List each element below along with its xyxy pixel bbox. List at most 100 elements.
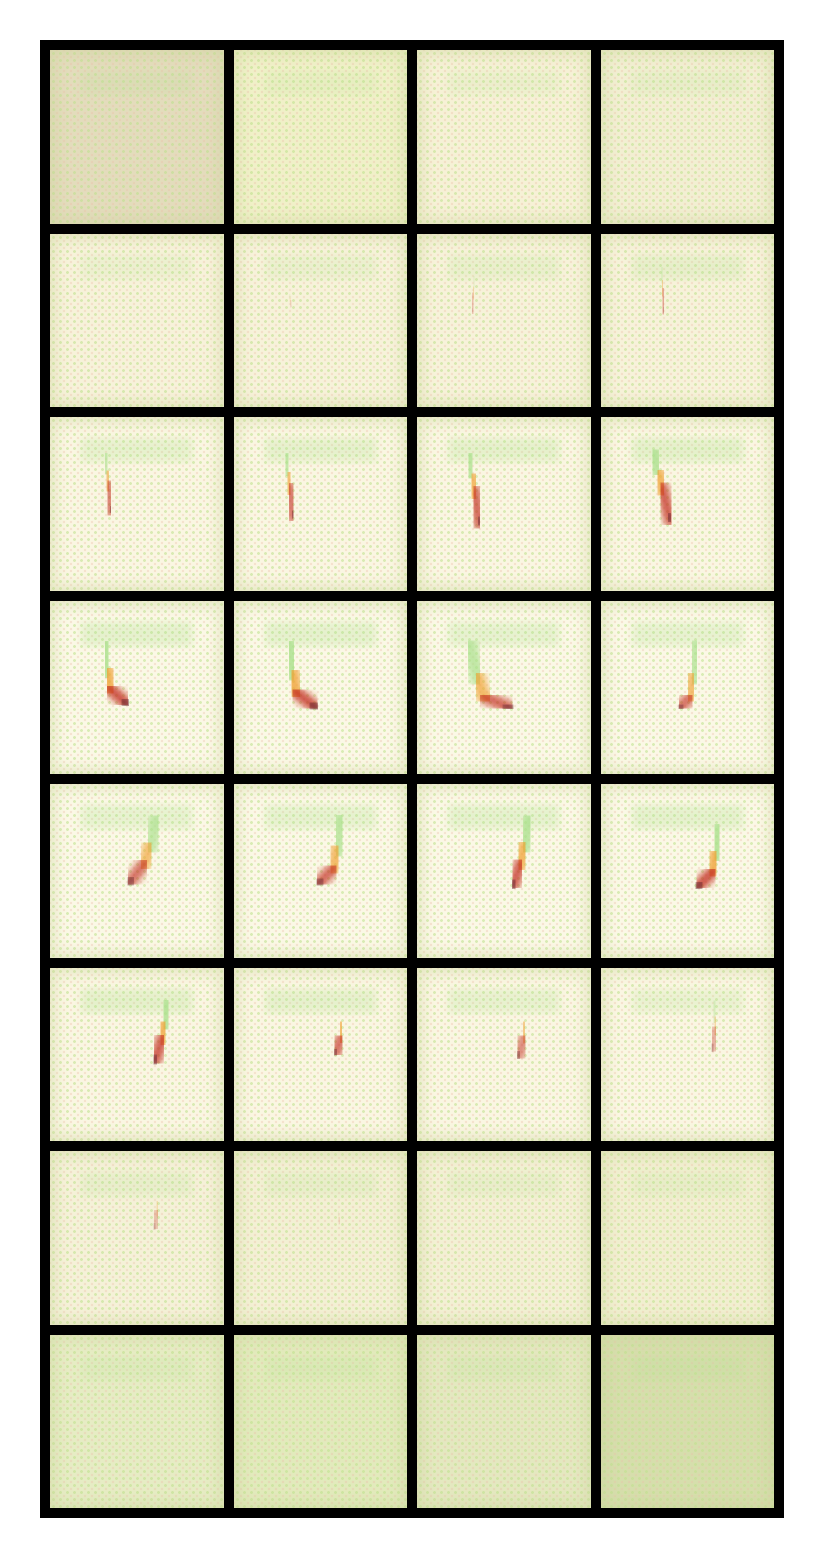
frame-cell — [233, 50, 407, 224]
frame-cell — [600, 50, 774, 224]
frame-cell — [233, 600, 407, 774]
frame-cell — [50, 967, 224, 1141]
frame-drawing — [264, 1171, 376, 1230]
frame-cell — [417, 600, 591, 774]
frame-cell — [233, 1151, 407, 1325]
top-band — [81, 70, 193, 96]
top-band — [631, 70, 743, 96]
frame-cell — [50, 1151, 224, 1325]
frame-drawing — [448, 1171, 560, 1227]
frame-drawing — [448, 621, 560, 713]
stroke-shadow — [149, 1219, 160, 1234]
top-band — [81, 621, 193, 646]
frame-drawing — [81, 1171, 193, 1234]
stroke-shadow — [149, 1050, 162, 1068]
frame-drawing — [81, 70, 193, 96]
frame-drawing — [264, 621, 376, 713]
stroke-shadow — [312, 875, 327, 889]
stroke-shadow — [499, 700, 517, 713]
frame-cell — [233, 417, 407, 591]
top-band — [631, 988, 743, 1013]
frame-drawing — [448, 437, 560, 531]
stroke-shadow — [474, 513, 484, 529]
stroke-shadow — [691, 878, 706, 893]
frame-drawing — [81, 988, 193, 1068]
stroke-shadow — [508, 875, 520, 893]
frame-drawing — [264, 1355, 376, 1380]
frame-cell — [600, 967, 774, 1141]
frame-drawing — [264, 254, 376, 313]
frame-cell — [600, 1151, 774, 1325]
frame-drawing — [448, 254, 560, 318]
frame-grid — [40, 40, 784, 1518]
frame-cell — [50, 1334, 224, 1508]
frame-drawing — [631, 988, 743, 1056]
top-band — [81, 1355, 193, 1380]
frame-drawing — [631, 1171, 743, 1197]
stroke-shadow — [707, 1039, 717, 1056]
frame-cell — [600, 600, 774, 774]
frame-drawing — [448, 988, 560, 1063]
frame-drawing — [81, 804, 193, 889]
top-band — [264, 70, 376, 96]
stroke-shadow — [329, 1044, 341, 1059]
frame-cell — [417, 50, 591, 224]
stroke-shadow — [513, 1047, 525, 1063]
stroke-shadow — [663, 509, 675, 526]
frame-cell — [50, 784, 224, 958]
frame-cell — [417, 1334, 591, 1508]
top-band — [631, 621, 743, 646]
frame-cell — [50, 417, 224, 591]
top-band — [448, 988, 560, 1013]
frame-drawing — [264, 988, 376, 1059]
top-band — [448, 254, 560, 279]
frame-drawing — [448, 804, 560, 893]
top-band — [264, 1355, 376, 1380]
frame-cell — [50, 600, 224, 774]
frame-drawing — [631, 1355, 743, 1380]
frame-drawing — [631, 70, 743, 96]
frame-cell — [417, 417, 591, 591]
frame-cell — [417, 784, 591, 958]
top-band — [81, 1171, 193, 1197]
stroke-shadow — [287, 507, 297, 522]
top-band — [81, 437, 193, 463]
stroke-shadow — [123, 873, 138, 889]
frame-cell — [233, 784, 407, 958]
top-band — [264, 804, 376, 830]
frame-drawing — [448, 70, 560, 96]
frame-cell — [417, 967, 591, 1141]
frame-drawing — [631, 804, 743, 893]
frame-drawing — [81, 1355, 193, 1380]
top-band — [264, 254, 376, 279]
frame-drawing — [264, 70, 376, 96]
top-band — [631, 804, 743, 830]
frame-drawing — [631, 621, 743, 713]
top-band — [631, 1355, 743, 1380]
top-band — [81, 254, 193, 279]
frame-cell — [233, 233, 407, 407]
top-band — [81, 804, 193, 830]
frame-cell — [417, 233, 591, 407]
top-band — [81, 988, 193, 1013]
frame-drawing — [81, 621, 193, 709]
top-band — [264, 621, 376, 646]
frame-cell — [417, 1151, 591, 1325]
frame-drawing — [81, 254, 193, 309]
top-band — [448, 1171, 560, 1197]
stroke-shadow — [674, 700, 687, 713]
frame-drawing — [264, 437, 376, 524]
frame-cell — [600, 1334, 774, 1508]
stroke-shadow — [305, 698, 322, 713]
stroke-shadow — [105, 502, 116, 517]
frame-cell — [50, 50, 224, 224]
frame-cell — [600, 417, 774, 591]
stroke-shadow — [118, 695, 133, 709]
top-band — [631, 254, 743, 279]
top-band — [264, 1171, 376, 1197]
frame-cell — [600, 784, 774, 958]
frame-drawing — [448, 1355, 560, 1380]
frame-drawing — [631, 254, 743, 318]
top-band — [448, 1355, 560, 1380]
top-band — [264, 988, 376, 1013]
